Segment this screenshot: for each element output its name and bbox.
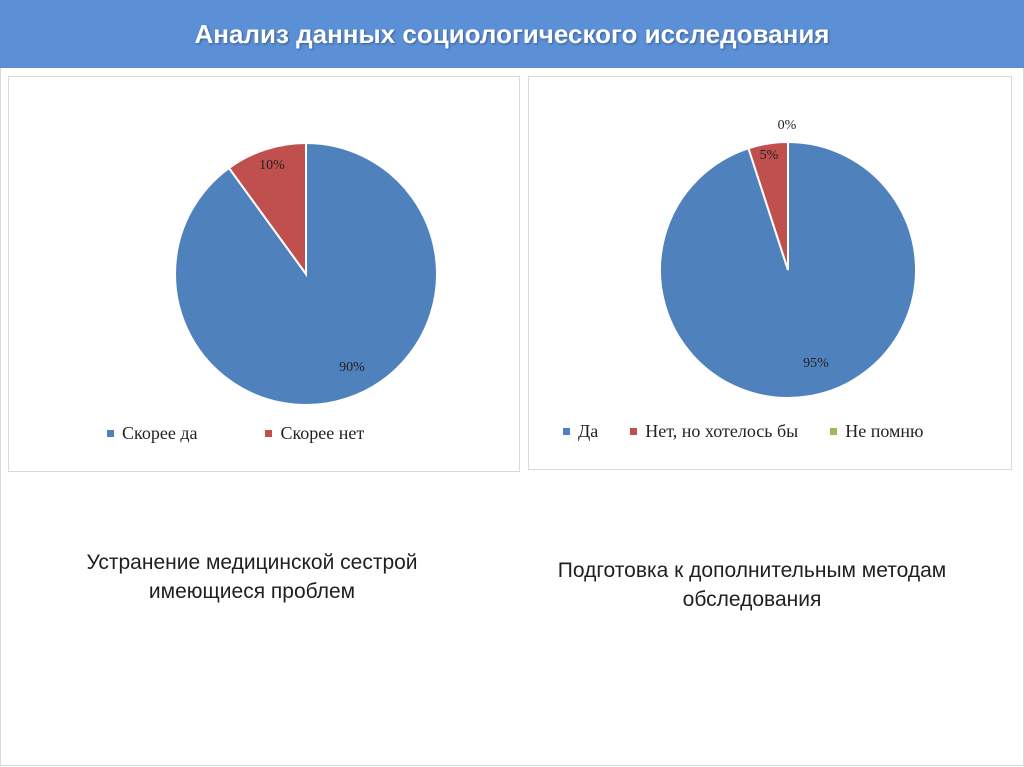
- legend-swatch: [630, 428, 638, 435]
- data-label-0-0: 90%: [339, 360, 365, 375]
- chart-left: 90% 10% Скорее да Скорее нет: [8, 76, 520, 472]
- legend-item-нет-но-хотелось-бы: Нет, но хотелось бы: [630, 421, 798, 442]
- slide-title: Анализ данных социологического исследова…: [194, 18, 830, 49]
- legend-label: Скорее да: [122, 423, 198, 443]
- caption-right: Подготовка к дополнительным методам обсл…: [557, 559, 947, 612]
- data-label-1-2: 0%: [778, 118, 797, 133]
- legend-swatch: [563, 428, 570, 435]
- legend-label: Нет, но хотелось бы: [645, 421, 799, 441]
- legend-right: Да Нет, но хотелось бы Не помню: [563, 421, 923, 442]
- legend-swatch: [107, 430, 114, 437]
- legend-item-скорее-да: Скорее да: [107, 423, 197, 444]
- data-label-1-1: 5%: [760, 148, 779, 163]
- data-label-0-1: 10%: [259, 158, 285, 173]
- title-bar: Анализ данных социологического исследова…: [0, 0, 1024, 68]
- caption-left: Устранение медицинской сестрой имеющиеся…: [86, 551, 418, 604]
- legend-left: Скорее да Скорее нет: [107, 423, 364, 444]
- pie-chart-right: 95% 5% 0%: [659, 118, 917, 399]
- legend-item-да: Да: [563, 421, 598, 442]
- legend-label: Скорее нет: [280, 423, 365, 443]
- legend-swatch: [265, 430, 273, 437]
- data-label-1-0: 95%: [803, 356, 829, 371]
- legend-swatch: [830, 428, 838, 435]
- chart-right: 95% 5% 0% Да Нет, но хотелось бы Не помню: [528, 76, 1012, 470]
- legend-item-скорее-нет: Скорее нет: [265, 423, 364, 444]
- pie-slice-0-1: [227, 141, 307, 278]
- pie-chart-left: 90% 10%: [174, 141, 438, 406]
- legend-label: Не помню: [845, 421, 924, 441]
- legend-item-не-помню: Не помню: [830, 421, 923, 442]
- legend-label: Да: [578, 421, 599, 441]
